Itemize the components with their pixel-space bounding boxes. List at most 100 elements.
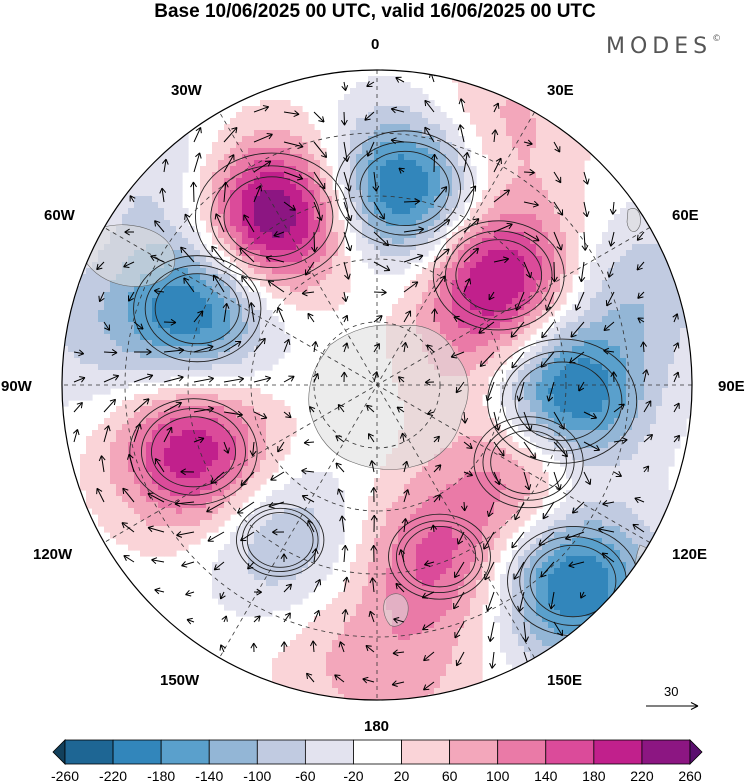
- anomaly-cell: [356, 82, 363, 89]
- anomaly-cell: [506, 286, 513, 293]
- anomaly-cell: [338, 148, 345, 155]
- anomaly-cell: [254, 208, 261, 215]
- anomaly-cell: [200, 166, 207, 173]
- anomaly-cell: [530, 394, 537, 401]
- anomaly-cell: [278, 166, 285, 173]
- anomaly-cell: [368, 142, 375, 149]
- anomaly-cell: [398, 196, 405, 203]
- anomaly-cell: [242, 166, 249, 173]
- anomaly-cell: [584, 472, 591, 479]
- anomaly-cell: [584, 388, 591, 395]
- anomaly-cell: [224, 370, 231, 377]
- anomaly-cell: [614, 274, 621, 281]
- anomaly-cell: [218, 310, 225, 317]
- anomaly-cell: [260, 208, 267, 215]
- anomaly-cell: [242, 124, 249, 131]
- anomaly-cell: [650, 340, 657, 347]
- anomaly-cell: [230, 178, 237, 185]
- anomaly-cell: [296, 190, 303, 197]
- anomaly-cell: [92, 358, 99, 365]
- anomaly-cell: [584, 328, 591, 335]
- anomaly-cell: [314, 136, 321, 143]
- anomaly-cell: [92, 316, 99, 323]
- anomaly-cell: [512, 244, 519, 251]
- anomaly-cell: [644, 268, 651, 275]
- anomaly-cell: [482, 280, 489, 287]
- anomaly-cell: [536, 106, 543, 113]
- anomaly-cell: [242, 352, 249, 359]
- anomaly-cell: [512, 202, 519, 209]
- anomaly-cell: [446, 280, 453, 287]
- anomaly-cell: [638, 304, 645, 311]
- anomaly-cell: [278, 436, 285, 443]
- anomaly-cell: [584, 412, 591, 419]
- anomaly-cell: [416, 172, 423, 179]
- anomaly-cell: [380, 160, 387, 167]
- anomaly-cell: [224, 274, 231, 281]
- anomaly-cell: [224, 286, 231, 293]
- anomaly-cell: [614, 370, 621, 377]
- anomaly-cell: [542, 334, 549, 341]
- anomaly-cell: [644, 442, 651, 449]
- anomaly-cell: [140, 208, 147, 215]
- anomaly-cell: [152, 178, 159, 185]
- anomaly-cell: [158, 436, 165, 443]
- anomaly-cell: [146, 304, 153, 311]
- anomaly-cell: [218, 202, 225, 209]
- anomaly-cell: [542, 364, 549, 371]
- anomaly-cell: [626, 334, 633, 341]
- anomaly-cell: [470, 118, 477, 125]
- anomaly-cell: [566, 160, 573, 167]
- anomaly-cell: [650, 334, 657, 341]
- anomaly-cell: [614, 214, 621, 221]
- anomaly-cell: [422, 208, 429, 215]
- anomaly-cell: [404, 292, 411, 299]
- anomaly-cell: [476, 286, 483, 293]
- anomaly-cell: [308, 166, 315, 173]
- anomaly-cell: [686, 364, 692, 371]
- anomaly-cell: [542, 124, 549, 131]
- anomaly-cell: [578, 346, 585, 353]
- anomaly-cell: [416, 184, 423, 191]
- anomaly-cell: [182, 484, 189, 491]
- anomaly-cell: [524, 232, 531, 239]
- anomaly-cell: [548, 232, 555, 239]
- anomaly-cell: [650, 382, 657, 389]
- anomaly-cell: [254, 262, 261, 269]
- anomaly-cell: [434, 322, 441, 329]
- anomaly-cell: [620, 208, 627, 215]
- anomaly-cell: [218, 352, 225, 359]
- anomaly-cell: [194, 256, 201, 263]
- anomaly-cell: [152, 364, 159, 371]
- anomaly-cell: [596, 256, 603, 263]
- anomaly-cell: [104, 340, 111, 347]
- anomaly-cell: [212, 484, 219, 491]
- anomaly-cell: [632, 424, 639, 431]
- anomaly-cell: [554, 262, 561, 269]
- anomaly-cell: [506, 328, 513, 335]
- anomaly-cell: [674, 322, 681, 329]
- anomaly-cell: [434, 316, 441, 323]
- anomaly-cell: [506, 382, 513, 389]
- anomaly-cell: [560, 250, 567, 257]
- anomaly-cell: [404, 244, 411, 251]
- anomaly-cell: [230, 400, 237, 407]
- anomaly-cell: [656, 358, 663, 365]
- anomaly-cell: [356, 118, 363, 125]
- anomaly-cell: [284, 154, 291, 161]
- anomaly-cell: [98, 382, 105, 389]
- anomaly-cell: [278, 136, 285, 143]
- anomaly-cell: [524, 244, 531, 251]
- anomaly-cell: [656, 412, 663, 419]
- anomaly-cell: [194, 454, 201, 461]
- anomaly-cell: [158, 370, 165, 377]
- anomaly-cell: [290, 136, 297, 143]
- anomaly-cell: [410, 280, 417, 287]
- anomaly-cell: [308, 184, 315, 191]
- anomaly-cell: [674, 418, 681, 425]
- anomaly-cell: [242, 244, 249, 251]
- anomaly-cell: [518, 106, 525, 113]
- anomaly-cell: [398, 82, 405, 89]
- anomaly-cell: [164, 310, 171, 317]
- anomaly-cell: [80, 340, 87, 347]
